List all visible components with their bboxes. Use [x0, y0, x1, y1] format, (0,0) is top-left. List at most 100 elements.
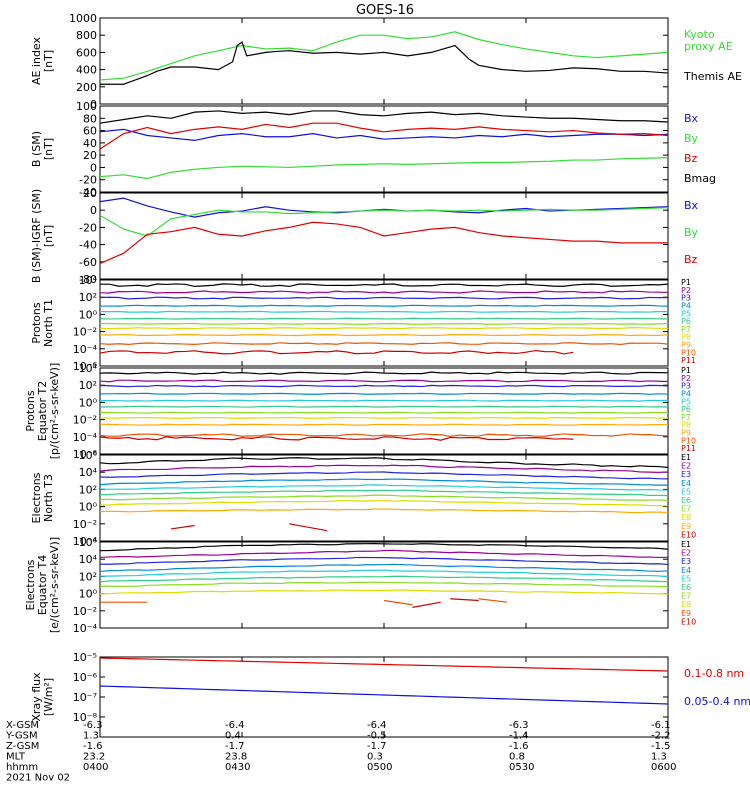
ephemeris-footer: X-GSMY-GSMZ-GSMMLThhmm-6.31.3-1.623.2040… [5, 720, 676, 784]
series-line-E1 [99, 457, 669, 469]
legend-label: P10 [681, 348, 696, 357]
legend-label: P5 [681, 309, 691, 318]
legend-label: Themis AE [683, 70, 742, 83]
series-line-P9 [99, 333, 669, 337]
legend-label: P5 [681, 397, 691, 406]
series-line-E3 [99, 471, 669, 480]
y-axis-label: [W/m²] [42, 678, 55, 716]
series-line-E6 [99, 575, 669, 583]
legend-label: E6 [681, 583, 691, 592]
y-tick-label: 20 [83, 187, 97, 200]
y-tick-label: 10² [79, 570, 97, 583]
legend-label: Bmag [684, 172, 716, 185]
footer-row-label: X-GSM [6, 720, 39, 731]
footer-value: 0530 [509, 762, 534, 773]
legend-label: 0.1-0.8 nm [684, 667, 744, 680]
series-line-P11 [99, 436, 574, 441]
y-axis-label: [nT] [42, 50, 55, 72]
legend-label: By [684, 226, 699, 239]
footer-value: -1.6 [83, 741, 103, 752]
legend-label: 0.05-0.4 nm [684, 695, 750, 708]
legend-label: P7 [681, 413, 691, 422]
legend-label: P2 [681, 286, 691, 295]
series-line-P9 [99, 423, 669, 426]
legend-label: E10 [681, 530, 696, 539]
series-line-0.1-0.8 nm [99, 657, 669, 672]
y-tick-label: 60 [83, 125, 97, 138]
y-tick-label: -40 [79, 239, 97, 252]
y-tick-label: 10⁴ [79, 362, 98, 375]
footer-value: 23.8 [225, 752, 247, 763]
y-axis-label: [nT] [42, 225, 55, 247]
panel-1: 1000 800 600 400 200 0 AE index [nT] Kyotoproxy … [30, 12, 742, 111]
legend-label: E3 [681, 557, 691, 566]
y-tick-label: 10⁻⁶ [73, 360, 98, 373]
y-tick-label: 400 [76, 64, 97, 77]
y-tick-label: 10⁴ [79, 274, 98, 287]
legend-label: E5 [681, 574, 691, 583]
y-tick-label: 10⁻² [73, 414, 97, 427]
series-line-P1 [99, 371, 669, 375]
series-line-E2 [99, 464, 669, 473]
series-segment-E10 [170, 524, 195, 530]
y-tick-label: 0 [90, 98, 97, 111]
footer-value: -1.7 [367, 741, 387, 752]
series-line-P5 [99, 399, 669, 402]
y-axis-label: Equator T2 [36, 381, 49, 441]
y-axis-label: [e/(cm²-s-sr-keV)] [48, 537, 61, 633]
series-line-P6 [99, 405, 669, 408]
series-line-E3 [99, 556, 669, 566]
legend-label: E10 [681, 617, 696, 626]
legend-label: proxy AE [684, 40, 733, 53]
y-tick-label: 0 [90, 161, 97, 174]
series-line-P4 [99, 304, 669, 307]
footer-value: 1.3 [83, 731, 99, 742]
y-tick-label: -20 [79, 174, 97, 187]
footer-value: -1.4 [509, 731, 529, 742]
y-tick-label: 40 [83, 137, 97, 150]
legend-label: E9 [681, 522, 691, 531]
footer-value: -1.6 [509, 741, 529, 752]
series-line-P2 [99, 379, 669, 383]
legend-label: Bx [684, 112, 699, 125]
y-axis-label: Electrons [24, 559, 37, 610]
series-line-P10 [99, 342, 669, 346]
footer-value: -0.5 [367, 731, 387, 742]
y-tick-label: 10⁶ [79, 536, 98, 549]
series-line-Bz [99, 221, 668, 265]
y-tick-label: -60 [79, 256, 97, 269]
series-line-P6 [99, 317, 669, 320]
series-line-P3 [99, 296, 669, 300]
y-tick-label: 10⁻² [73, 605, 97, 618]
footer-value: 0.4 [225, 731, 241, 742]
y-axis-label: North T1 [42, 299, 55, 347]
series-line-P11 [99, 349, 574, 355]
y-axis-label: Protons [30, 302, 43, 343]
series-line-E7 [99, 581, 669, 588]
y-axis-label: [nT] [42, 138, 55, 160]
y-tick-label: 10⁶ [79, 449, 98, 462]
legend-label: E5 [681, 487, 691, 496]
footer-value: -2.2 [651, 731, 671, 742]
legend-label: P1 [681, 278, 691, 287]
y-tick-label: 10² [79, 379, 97, 392]
legend-label: E8 [681, 513, 691, 522]
y-axis-label: Xray flux [30, 672, 43, 722]
y-axis-label: Electrons [30, 472, 43, 523]
series-line-Bx [99, 128, 669, 142]
legend-label: P9 [681, 429, 691, 438]
footer-row-label: hhmm [6, 762, 38, 773]
legend-label: E4 [681, 479, 691, 488]
series-line-Bx [99, 197, 669, 218]
legend-label: E8 [681, 600, 691, 609]
legend-label: P9 [681, 341, 691, 350]
footer-value: 0500 [367, 762, 392, 773]
footer-value: 1.3 [651, 752, 667, 763]
series-line-P10 [99, 433, 669, 437]
y-axis-label: Protons [24, 390, 37, 431]
y-tick-label: 800 [76, 29, 97, 42]
y-tick-label: 10⁻⁶ [73, 671, 98, 684]
y-tick-label: 10⁻⁶ [73, 448, 98, 461]
